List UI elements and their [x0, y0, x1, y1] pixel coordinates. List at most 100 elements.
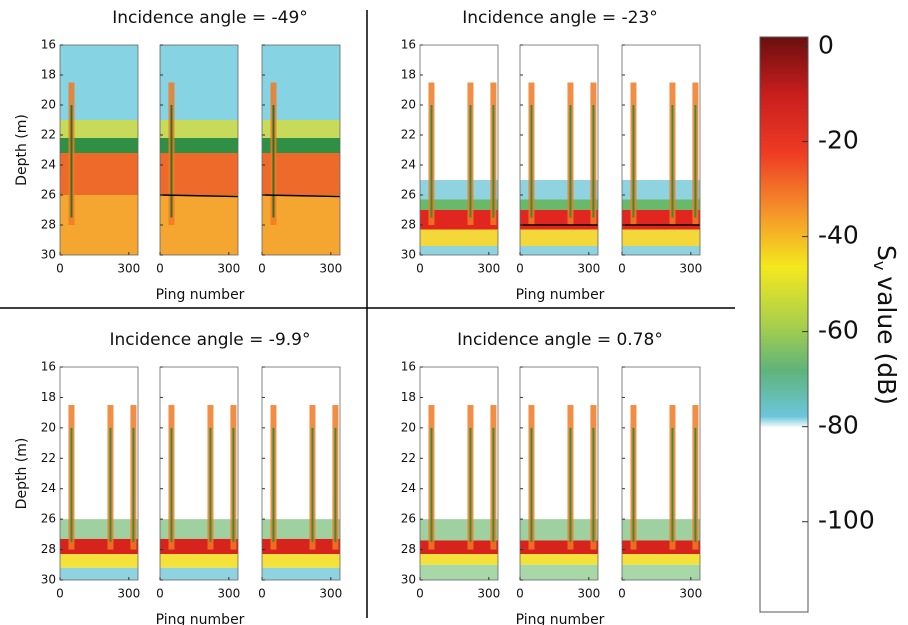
y-tick-label: 26 [401, 512, 416, 526]
y-tick-label: 26 [41, 512, 56, 526]
x-axis-label: Ping number [156, 612, 245, 625]
echo-spike [530, 427, 533, 542]
echo-band [262, 138, 340, 153]
x-tick-label: 0 [56, 587, 64, 601]
label-part: value (dB) [872, 276, 901, 405]
echo-band [420, 519, 498, 541]
label-part: S [872, 245, 901, 261]
echo-band [520, 564, 598, 580]
panel-title: Incidence angle = 0.78° [457, 330, 663, 350]
echo-spike [492, 105, 495, 218]
y-tick-label: 26 [401, 188, 416, 202]
colorbar-tick-label: -20 [818, 126, 859, 155]
axes-frame [419, 366, 499, 581]
echo-spike [209, 427, 212, 542]
axes-frame [159, 44, 239, 256]
echo-spike [70, 427, 73, 542]
colorbar-label: Sv value (dB) [871, 245, 902, 405]
axes-frame [621, 366, 701, 581]
x-tick-label: 300 [477, 262, 500, 276]
y-tick-label: 28 [41, 542, 56, 556]
y-tick-label: 30 [41, 573, 56, 587]
y-tick-label: 28 [401, 218, 416, 232]
y-tick-label: 24 [401, 481, 416, 495]
echo-spike [569, 427, 572, 542]
echo-band [160, 567, 238, 580]
echo-band [420, 229, 498, 246]
echo-spike [311, 427, 314, 542]
x-tick-label: 0 [618, 587, 626, 601]
y-tick-label: 24 [401, 158, 416, 172]
bottom-line [261, 194, 341, 198]
x-axis-label: Ping number [156, 287, 245, 303]
axes-frame [621, 44, 701, 256]
y-tick-label: 28 [41, 218, 56, 232]
echo-spike [671, 427, 674, 542]
x-axis-label: Ping number [516, 287, 605, 303]
echo-spike [170, 105, 173, 218]
y-tick-label: 24 [41, 481, 56, 495]
colorbar [759, 36, 809, 613]
y-tick-label: 20 [41, 420, 56, 434]
axes-frame [419, 44, 499, 256]
label-part: v [871, 261, 890, 270]
x-tick-label: 0 [156, 262, 164, 276]
axes-frame [159, 366, 239, 581]
y-tick-label: 30 [401, 573, 416, 587]
x-tick-label: 0 [156, 587, 164, 601]
x-tick-label: 0 [416, 262, 424, 276]
echo-spike [530, 105, 533, 218]
x-tick-label: 300 [577, 262, 600, 276]
y-tick-label: 20 [41, 98, 56, 112]
bottom-line [159, 194, 239, 198]
y-tick-label: 16 [41, 38, 56, 52]
echo-spike [694, 427, 697, 542]
echo-spike [272, 105, 275, 218]
echo-spike [132, 427, 135, 542]
echo-spike [492, 427, 495, 542]
echo-band [520, 519, 598, 541]
colorbar-tick-label: -100 [818, 506, 875, 535]
echo-spike [430, 105, 433, 218]
echo-band [262, 120, 340, 138]
echo-band [420, 564, 498, 580]
echo-spike [70, 105, 73, 218]
y-tick-label: 30 [401, 248, 416, 262]
echo-band [160, 120, 238, 138]
echo-spike [430, 427, 433, 542]
echo-band [60, 554, 138, 568]
x-tick-label: 300 [319, 262, 342, 276]
echo-band [420, 540, 498, 555]
x-tick-label: 300 [477, 587, 500, 601]
echo-band [60, 567, 138, 580]
echo-band [60, 120, 138, 138]
x-tick-label: 300 [117, 587, 140, 601]
y-tick-label: 22 [41, 128, 56, 142]
echo-band [160, 138, 238, 153]
axes-frame [59, 366, 139, 581]
panel-title: Incidence angle = -23° [462, 8, 658, 28]
x-tick-label: 0 [516, 262, 524, 276]
echo-band [420, 199, 498, 210]
echo-band [420, 554, 498, 565]
echo-band [262, 538, 340, 555]
y-tick-label: 18 [41, 68, 56, 82]
echo-spike [232, 427, 235, 542]
echo-spike [632, 427, 635, 542]
x-tick-label: 0 [258, 587, 266, 601]
echo-band [622, 199, 700, 210]
echo-band [520, 229, 598, 246]
echo-band [160, 538, 238, 555]
x-tick-label: 0 [56, 262, 64, 276]
y-tick-label: 22 [401, 451, 416, 465]
echo-band [60, 138, 138, 153]
y-tick-label: 18 [401, 68, 416, 82]
x-tick-label: 0 [618, 262, 626, 276]
echo-spike [632, 105, 635, 218]
echo-spike [569, 105, 572, 218]
echo-band [520, 554, 598, 565]
echo-band [622, 229, 700, 246]
echo-band [622, 540, 700, 555]
y-tick-label: 20 [401, 98, 416, 112]
